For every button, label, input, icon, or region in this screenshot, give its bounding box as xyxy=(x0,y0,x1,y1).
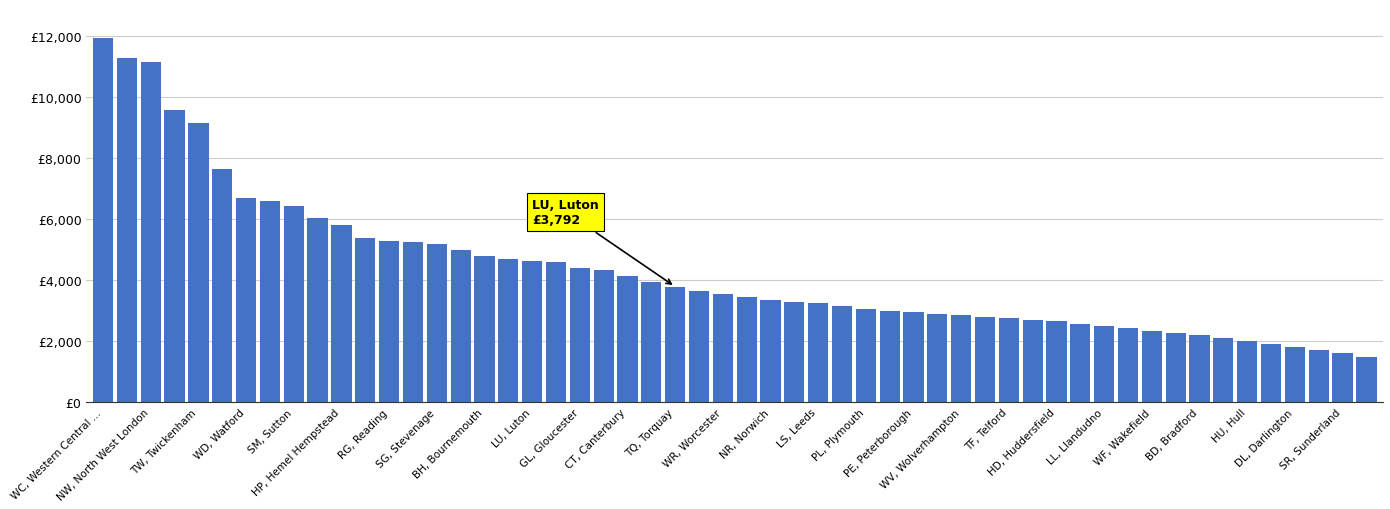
Bar xyxy=(1261,345,1282,403)
Bar xyxy=(831,306,852,403)
Bar xyxy=(856,309,876,403)
Bar xyxy=(570,269,589,403)
Bar xyxy=(737,297,756,403)
Bar xyxy=(784,302,805,403)
Bar xyxy=(1213,338,1233,403)
Bar xyxy=(379,241,399,403)
Bar xyxy=(760,300,781,403)
Bar xyxy=(1357,357,1376,403)
Bar xyxy=(1070,324,1091,403)
Bar xyxy=(641,282,662,403)
Bar xyxy=(880,312,899,403)
Bar xyxy=(1308,351,1329,403)
Bar xyxy=(974,317,995,403)
Bar xyxy=(236,199,256,403)
Bar xyxy=(1094,326,1115,403)
Bar xyxy=(998,319,1019,403)
Bar xyxy=(1190,335,1209,403)
Bar xyxy=(213,169,232,403)
Bar xyxy=(594,270,614,403)
Bar xyxy=(1166,333,1186,403)
Bar xyxy=(617,276,638,403)
Bar xyxy=(951,316,972,403)
Bar xyxy=(260,202,279,403)
Bar xyxy=(1023,320,1042,403)
Bar xyxy=(474,257,495,403)
Text: LU, Luton
£3,792: LU, Luton £3,792 xyxy=(532,199,671,285)
Bar xyxy=(117,59,138,403)
Bar xyxy=(1333,354,1352,403)
Bar xyxy=(164,110,185,403)
Bar xyxy=(689,292,709,403)
Bar xyxy=(307,218,328,403)
Bar xyxy=(1118,328,1138,403)
Bar xyxy=(403,243,423,403)
Bar xyxy=(904,313,923,403)
Bar xyxy=(93,39,113,403)
Bar xyxy=(1047,322,1066,403)
Bar xyxy=(546,263,566,403)
Bar xyxy=(1237,342,1258,403)
Bar xyxy=(1284,348,1305,403)
Bar xyxy=(808,303,828,403)
Bar xyxy=(498,260,518,403)
Bar xyxy=(140,63,161,403)
Bar xyxy=(927,314,948,403)
Bar xyxy=(427,244,448,403)
Bar xyxy=(188,124,208,403)
Bar xyxy=(284,206,304,403)
Bar xyxy=(713,295,733,403)
Bar xyxy=(331,226,352,403)
Bar xyxy=(664,287,685,403)
Bar xyxy=(523,261,542,403)
Bar xyxy=(450,250,471,403)
Bar xyxy=(356,238,375,403)
Bar xyxy=(1141,331,1162,403)
